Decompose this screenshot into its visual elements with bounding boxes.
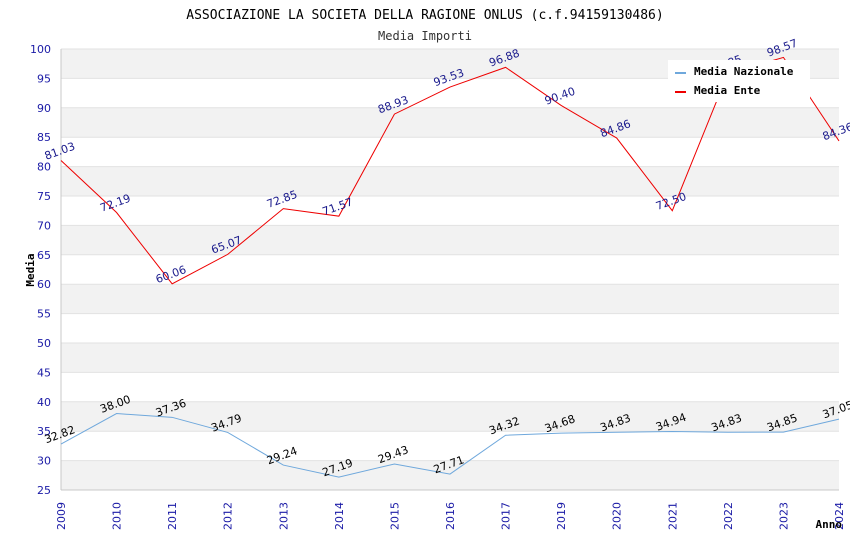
grid-band	[61, 225, 839, 255]
axes	[60, 49, 839, 491]
x-tick-label: 2024	[833, 502, 846, 530]
y-tick-labels: 25 30 35 40 45 50 55 60 65 70 75 80 85 90 95 100	[30, 43, 51, 497]
x-tick-label: 2009	[55, 502, 68, 530]
x-tick-label: 2013	[277, 502, 290, 530]
y-tick-label: 60	[37, 278, 51, 291]
y-tick-label: 25	[37, 484, 51, 497]
y-tick-label: 40	[37, 396, 51, 409]
x-tick-label: 2021	[666, 502, 679, 530]
grid-band	[61, 460, 839, 490]
x-tick-label: 2016	[444, 502, 457, 530]
y-tick-label: 90	[37, 102, 51, 115]
y-tick-label: 45	[37, 366, 51, 379]
series-lines	[60, 56, 840, 478]
y-tick-label: 85	[37, 131, 51, 144]
legend-box	[668, 60, 810, 102]
y-tick-label: 70	[37, 219, 51, 232]
grid-band	[61, 313, 839, 343]
y-tick-label: 30	[37, 455, 51, 468]
y-tick-label: 55	[37, 308, 51, 321]
grid-band	[61, 137, 839, 167]
x-tick-labels: 2009 2010 2011 2012 2013 2014 2015 2016 2017 2019…	[55, 502, 846, 530]
series-line-media-ente	[60, 56, 840, 285]
x-tick-label: 2019	[555, 502, 568, 530]
y-tick-label: 50	[37, 337, 51, 350]
y-tick-label: 100	[30, 43, 51, 56]
grid-band	[61, 431, 839, 461]
x-tick-label: 2014	[333, 502, 346, 530]
x-tick-label: 2011	[166, 502, 179, 530]
grid-band	[61, 343, 839, 373]
grid-band	[61, 284, 839, 314]
grid-band	[61, 372, 839, 402]
y-tick-label: 65	[37, 249, 51, 262]
y-tick-label: 75	[37, 190, 51, 203]
x-tick-label: 2022	[722, 502, 735, 530]
y-tick-label: 35	[37, 425, 51, 438]
chart-title: ASSOCIAZIONE LA SOCIETA DELLA RAGIONE ON…	[186, 8, 663, 23]
grid-bands	[61, 48, 839, 491]
grid-band	[61, 107, 839, 138]
grid-band	[61, 196, 839, 226]
grid-band	[61, 254, 839, 285]
legend-label-media-nazionale: Media Nazionale	[694, 65, 794, 78]
x-tick-label: 2010	[111, 502, 124, 530]
x-tick-label: 2020	[611, 502, 624, 530]
y-tick-label: 80	[37, 161, 51, 174]
x-axis-label: Anno	[816, 518, 843, 531]
chart-subtitle: Media Importi	[378, 29, 472, 43]
x-tick-label: 2015	[388, 502, 401, 530]
x-tick-label: 2017	[500, 502, 513, 530]
x-tick-label: 2012	[222, 502, 235, 530]
series-line-media-nazionale	[60, 413, 840, 478]
legend-label-media-ente: Media Ente	[694, 84, 761, 97]
grid-band	[61, 401, 839, 432]
y-axis-label: Media	[24, 253, 37, 286]
x-tick-label: 2023	[777, 502, 790, 530]
y-tick-label: 95	[37, 72, 51, 85]
grid-band	[61, 166, 839, 196]
legend: Media Nazionale Media Ente	[668, 60, 810, 102]
